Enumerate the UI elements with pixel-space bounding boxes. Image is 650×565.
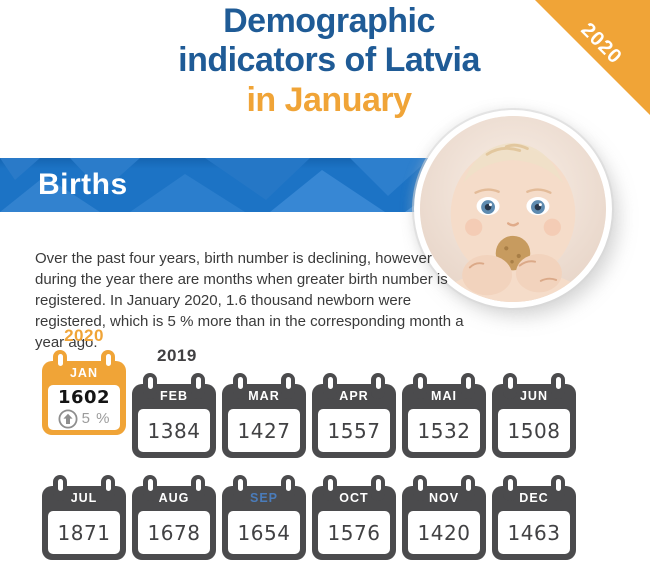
binder-ring-icon [461,373,475,399]
month-label: MAI [431,389,457,403]
binder-ring-icon [191,475,205,501]
month-label: NOV [428,491,460,505]
binder-ring-icon [551,475,565,501]
birth-count: 1678 [147,520,201,545]
change-percent: 5 % [81,410,111,427]
month-label: MAR [248,389,280,403]
page-title: Demographic indicators of Latvia in Janu… [4,2,650,120]
binder-ring-icon [503,373,517,399]
month-label: DEC [519,491,549,505]
baby-photo [414,110,612,308]
change-indicator: 5 % [58,408,111,429]
calendar-card-mai: MAI 1532 [402,372,486,458]
month-label: FEB [160,389,188,403]
binder-ring-icon [503,475,517,501]
binder-ring-icon [371,475,385,501]
arrow-up-circle-icon [58,408,78,429]
month-label: APR [339,389,369,403]
birth-count: 1557 [327,418,381,443]
calendar-card-jan: JAN 1602 5 % [42,349,126,435]
month-label: JAN [69,366,98,380]
calendar-card-jun: JUN 1508 [492,372,576,458]
binder-ring-icon [413,475,427,501]
month-label: JUL [70,491,98,505]
binder-ring-icon [233,475,247,501]
year-label-2019: 2019 [157,346,197,365]
birth-count: 1463 [507,520,561,545]
month-label: OCT [339,491,369,505]
birth-count: 1654 [237,520,291,545]
calendar-card-feb: FEB 1384 [132,372,216,458]
calendar-card-dec: DEC 1463 [492,474,576,560]
birth-count: 1602 [57,386,111,408]
binder-ring-icon [101,350,115,376]
binder-ring-icon [53,350,67,376]
binder-ring-icon [101,475,115,501]
calendar-row-1: JAN 1602 5 % FEB 1384 [42,349,576,458]
birth-count: 1508 [507,418,561,443]
binder-ring-icon [461,475,475,501]
binder-ring-icon [143,373,157,399]
binder-ring-icon [551,373,565,399]
birth-count: 1427 [237,418,291,443]
birth-count: 1532 [417,418,471,443]
month-label: SEP [249,491,278,505]
birth-count: 1384 [147,418,201,443]
intro-text: Over the past four years, birth number i… [35,250,464,351]
title-line-1: Demographic [223,2,435,40]
binder-ring-icon [233,373,247,399]
calendar-card-oct: OCT 1576 [312,474,396,560]
binder-ring-icon [143,475,157,501]
binder-ring-icon [323,475,337,501]
calendar-card-aug: AUG 1678 [132,474,216,560]
calendar-card-apr: APR 1557 [312,372,396,458]
calendar-card-jul: JUL 1871 [42,474,126,560]
year-label-2020: 2020 [64,326,104,345]
birth-count: 1576 [327,520,381,545]
binder-ring-icon [413,373,427,399]
title-line-2: indicators of Latvia [178,41,480,79]
section-title: Births [38,168,128,201]
binder-ring-icon [191,373,205,399]
calendar-card-sep: SEP 1654 [222,474,306,560]
birth-count: 1871 [57,520,111,545]
birth-count: 1420 [417,520,471,545]
binder-ring-icon [281,475,295,501]
binder-ring-icon [53,475,67,501]
binder-ring-icon [371,373,385,399]
month-label: JUN [519,389,548,403]
calendar-card-mar: MAR 1427 [222,372,306,458]
title-line-3: in January [246,81,412,119]
calendar-card-nov: NOV 1420 [402,474,486,560]
month-label: AUG [158,491,190,505]
binder-ring-icon [281,373,295,399]
calendar-row-2: JUL 1871 AUG 1678 SEP 1654 [42,474,576,560]
binder-ring-icon [323,373,337,399]
